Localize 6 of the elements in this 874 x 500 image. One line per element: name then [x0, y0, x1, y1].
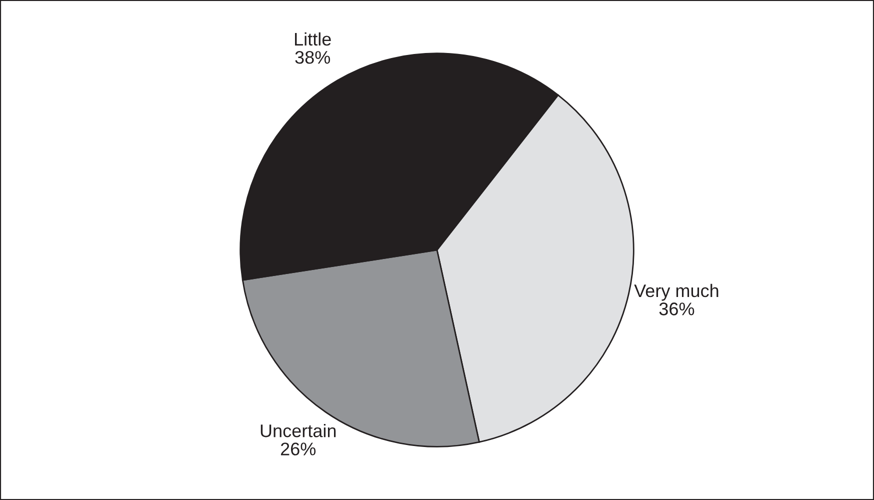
slice-label: Very much [634, 284, 718, 301]
slice-label: Uncertain [260, 424, 336, 438]
data-label: 38% [295, 50, 330, 64]
data-label: 36% [659, 302, 694, 316]
slice-label: Little [295, 32, 331, 46]
data-label: 26% [280, 442, 316, 456]
